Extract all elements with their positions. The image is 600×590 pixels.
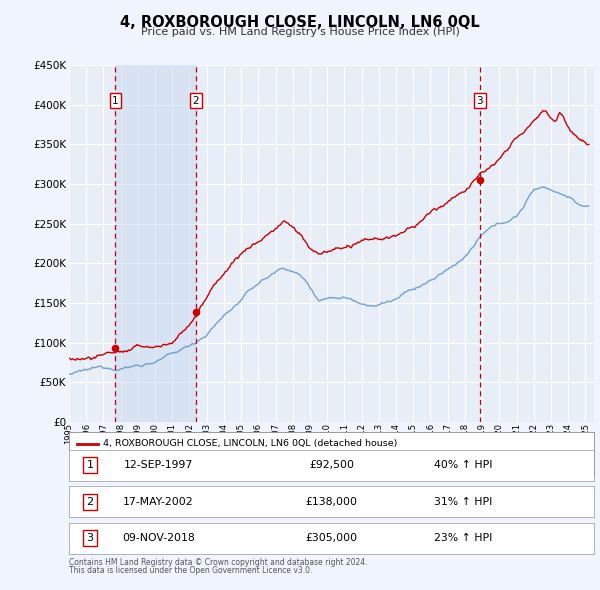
Text: 1: 1: [112, 96, 119, 106]
Text: £92,500: £92,500: [309, 460, 354, 470]
Text: Contains HM Land Registry data © Crown copyright and database right 2024.: Contains HM Land Registry data © Crown c…: [69, 558, 367, 566]
Text: 17-MAY-2002: 17-MAY-2002: [123, 497, 194, 507]
Text: HPI: Average price, detached house, Lincoln: HPI: Average price, detached house, Linc…: [103, 459, 313, 468]
Text: Price paid vs. HM Land Registry's House Price Index (HPI): Price paid vs. HM Land Registry's House …: [140, 27, 460, 37]
Text: 4, ROXBOROUGH CLOSE, LINCOLN, LN6 0QL (detached house): 4, ROXBOROUGH CLOSE, LINCOLN, LN6 0QL (d…: [103, 439, 398, 448]
Text: 09-NOV-2018: 09-NOV-2018: [122, 533, 194, 543]
Text: 3: 3: [476, 96, 483, 106]
Text: This data is licensed under the Open Government Licence v3.0.: This data is licensed under the Open Gov…: [69, 566, 313, 575]
Text: 2: 2: [193, 96, 199, 106]
Text: 3: 3: [86, 533, 94, 543]
Text: 12-SEP-1997: 12-SEP-1997: [124, 460, 193, 470]
Text: £138,000: £138,000: [305, 497, 358, 507]
Bar: [115, 65, 196, 422]
Text: 31% ↑ HPI: 31% ↑ HPI: [434, 497, 492, 507]
Text: 2: 2: [86, 497, 94, 507]
Text: 23% ↑ HPI: 23% ↑ HPI: [434, 533, 492, 543]
Text: £305,000: £305,000: [305, 533, 358, 543]
Text: 1: 1: [86, 460, 94, 470]
Text: 40% ↑ HPI: 40% ↑ HPI: [433, 460, 492, 470]
Text: 4, ROXBOROUGH CLOSE, LINCOLN, LN6 0QL: 4, ROXBOROUGH CLOSE, LINCOLN, LN6 0QL: [120, 15, 480, 30]
